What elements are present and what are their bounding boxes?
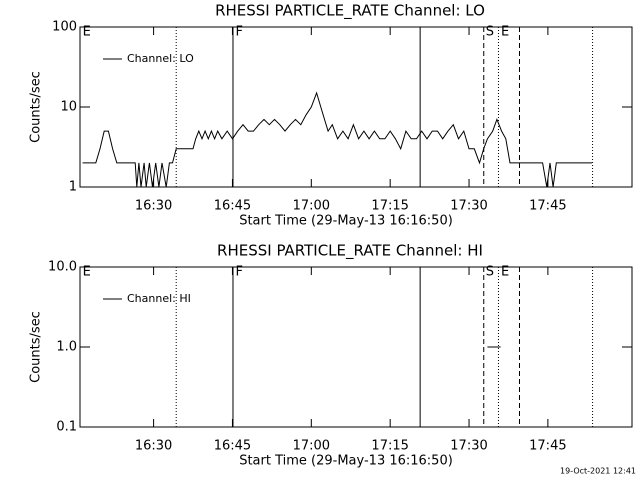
event-label: S	[486, 265, 494, 280]
y-tick-label: 1	[69, 180, 77, 195]
y-tick-label: 10	[60, 100, 77, 115]
event-label: E	[501, 25, 509, 40]
y-tick-label: 100	[52, 20, 77, 35]
event-label: F	[236, 25, 243, 40]
data-line	[82, 91, 592, 188]
event-label: F	[236, 265, 243, 280]
event-label: E	[83, 25, 91, 40]
event-label: E	[83, 265, 91, 280]
y-axis-title: Counts/sec	[29, 71, 44, 143]
x-tick-label: 17:30	[450, 199, 487, 214]
x-tick-label: 16:45	[214, 439, 251, 454]
plot-frame	[79, 266, 633, 428]
x-tick-label: 16:30	[135, 199, 172, 214]
x-tick-label: 17:30	[450, 439, 487, 454]
event-label: S	[486, 25, 494, 40]
chart-title: RHESSI PARTICLE_RATE Channel: LO	[215, 2, 485, 21]
chart-title: RHESSI PARTICLE_RATE Channel: HI	[217, 242, 483, 261]
x-tick-label: 17:15	[371, 439, 408, 454]
y-tick-label: 0.1	[56, 420, 77, 435]
footer: 19-Oct-2021 12:41	[560, 467, 636, 476]
plot-frame	[79, 26, 633, 188]
event-label: E	[501, 265, 509, 280]
x-tick-label: 17:45	[529, 439, 566, 454]
legend-label: Channel: LO	[127, 52, 194, 65]
legend-label: Channel: HI	[127, 292, 191, 305]
x-tick-label: 16:45	[214, 199, 251, 214]
y-tick-label: 1.0	[56, 340, 77, 355]
x-axis-title: Start Time (29-May-13 16:16:50)	[239, 454, 453, 469]
x-tick-label: 17:45	[529, 199, 566, 214]
x-axis-title: Start Time (29-May-13 16:16:50)	[239, 214, 453, 229]
x-tick-label: 17:00	[293, 199, 330, 214]
x-tick-label: 16:30	[135, 439, 172, 454]
y-axis-title: Counts/sec	[29, 311, 44, 383]
x-tick-label: 17:15	[371, 199, 408, 214]
y-tick-label: 10.0	[48, 260, 77, 275]
x-tick-label: 17:00	[293, 439, 330, 454]
